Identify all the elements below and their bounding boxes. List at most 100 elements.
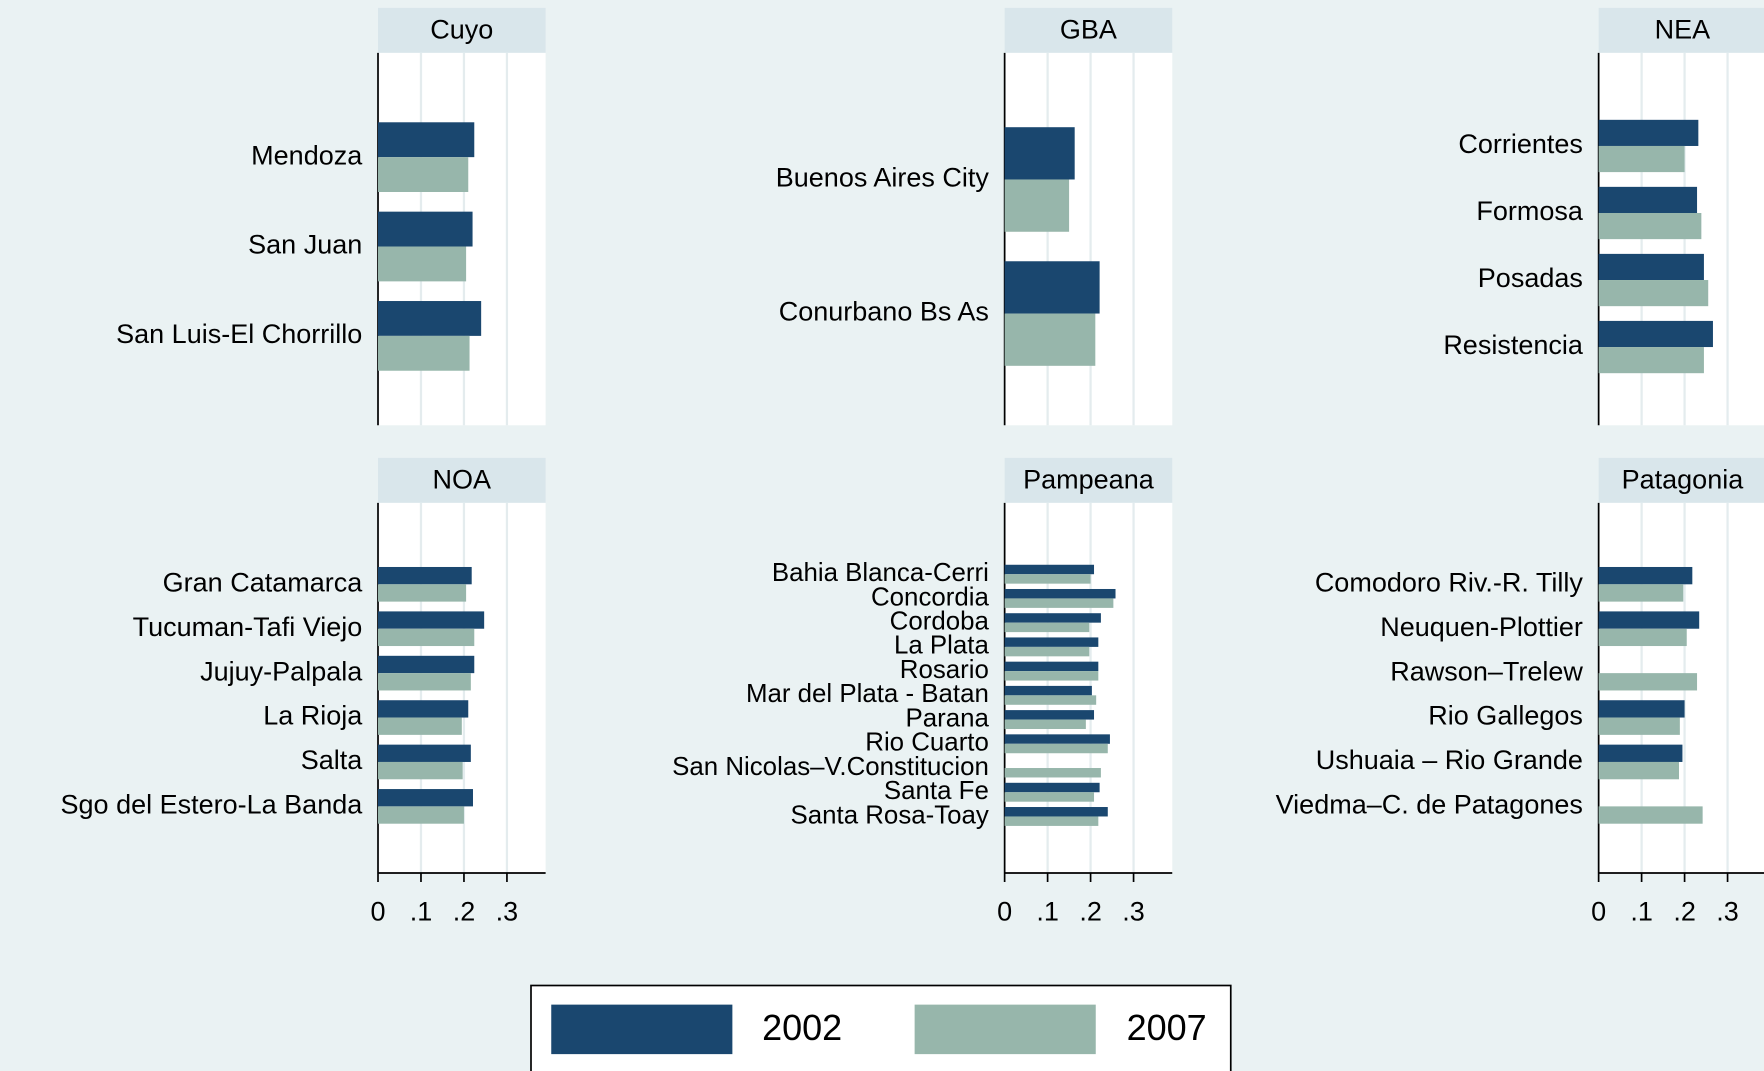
bar bbox=[1004, 574, 1091, 584]
y-tick-label: Comodoro Riv.-R. Tilly bbox=[1315, 567, 1584, 597]
bar bbox=[1004, 646, 1090, 657]
bar bbox=[1004, 671, 1099, 681]
bar bbox=[378, 246, 467, 282]
bar bbox=[378, 301, 482, 336]
bar bbox=[1004, 807, 1108, 817]
y-tick-label: Salta bbox=[301, 745, 364, 775]
panel-title: Cuyo bbox=[430, 15, 493, 45]
panel-title: NEA bbox=[1655, 15, 1711, 45]
y-tick-label: La Plata bbox=[894, 632, 990, 660]
bar bbox=[1598, 611, 1700, 629]
y-tick-label: Buenos Aires City bbox=[776, 163, 990, 193]
bar bbox=[1004, 710, 1095, 720]
bar bbox=[378, 584, 467, 602]
bar bbox=[378, 673, 471, 691]
bar bbox=[1598, 347, 1704, 374]
bar bbox=[1004, 313, 1096, 366]
bar bbox=[1004, 768, 1101, 778]
y-tick-label: Posadas bbox=[1478, 263, 1583, 293]
bar bbox=[1598, 280, 1709, 307]
bar bbox=[378, 717, 462, 735]
bar bbox=[378, 700, 469, 718]
y-tick-label: Formosa bbox=[1476, 196, 1584, 226]
y-tick-label: Bahia Blanca-Cerri bbox=[772, 559, 989, 587]
bar bbox=[1598, 744, 1683, 762]
x-tick-label: .1 bbox=[410, 897, 433, 927]
y-tick-label: Parana bbox=[905, 704, 989, 732]
y-tick-label: San Juan bbox=[248, 230, 362, 260]
y-tick-label: Mar del Plata - Batan bbox=[746, 680, 989, 708]
bar bbox=[1004, 734, 1110, 744]
legend-swatch bbox=[551, 1004, 733, 1055]
bar bbox=[1004, 598, 1114, 608]
panel-header bbox=[1598, 457, 1764, 503]
y-tick-label: Concordia bbox=[871, 583, 989, 611]
x-tick-label: .3 bbox=[1716, 897, 1739, 927]
panel-title: NOA bbox=[433, 465, 492, 495]
bar bbox=[378, 611, 485, 629]
bar bbox=[1598, 145, 1685, 173]
bar bbox=[378, 761, 463, 780]
bar bbox=[378, 122, 475, 158]
bar bbox=[1004, 637, 1099, 647]
y-tick-label: Resistencia bbox=[1443, 330, 1584, 360]
bar bbox=[378, 157, 469, 192]
bar bbox=[1598, 673, 1698, 691]
x-tick-label: 0 bbox=[370, 897, 385, 927]
bar bbox=[378, 211, 473, 247]
x-tick-label: .2 bbox=[1673, 897, 1696, 927]
y-tick-label: Corrientes bbox=[1458, 129, 1583, 159]
y-tick-label: La Rioja bbox=[263, 701, 363, 731]
y-tick-label: Sgo del Estero-La Banda bbox=[61, 790, 364, 820]
bar bbox=[378, 335, 470, 371]
panel-header bbox=[378, 7, 546, 53]
bar bbox=[1598, 253, 1704, 281]
panel-title: Patagonia bbox=[1622, 465, 1745, 495]
y-tick-label: Rio Gallegos bbox=[1428, 701, 1583, 731]
bar bbox=[1598, 119, 1699, 146]
legend-label: 2002 bbox=[762, 1007, 842, 1048]
panel-title: Pampeana bbox=[1023, 465, 1155, 495]
bar bbox=[1004, 613, 1101, 623]
bar bbox=[1004, 743, 1108, 754]
bar bbox=[1004, 685, 1092, 696]
panel-header bbox=[1004, 7, 1173, 53]
bar bbox=[1598, 717, 1680, 735]
x-tick-label: .3 bbox=[1122, 897, 1145, 927]
y-tick-label: Conurbano Bs As bbox=[779, 297, 989, 327]
y-tick-label: Tucuman-Tafi Viejo bbox=[133, 612, 363, 642]
bar bbox=[1598, 320, 1713, 348]
y-tick-label: Neuquen-Plottier bbox=[1380, 612, 1583, 642]
y-tick-label: Gran Catamarca bbox=[163, 567, 364, 597]
x-tick-label: 0 bbox=[997, 897, 1012, 927]
y-tick-label: Rawson–Trelew bbox=[1390, 656, 1583, 686]
legend-swatch bbox=[914, 1004, 1096, 1055]
legend-label: 2007 bbox=[1127, 1007, 1207, 1048]
bar bbox=[1004, 782, 1100, 793]
x-tick-label: .2 bbox=[453, 897, 476, 927]
bar bbox=[378, 744, 471, 762]
bar bbox=[1598, 212, 1702, 240]
y-tick-label: Cordoba bbox=[890, 607, 990, 635]
y-tick-label: Jujuy-Palpala bbox=[200, 656, 363, 686]
bar bbox=[1004, 719, 1086, 730]
panel-title: GBA bbox=[1060, 15, 1117, 45]
bar bbox=[1004, 622, 1090, 633]
bar bbox=[378, 628, 475, 647]
x-tick-label: 0 bbox=[1591, 897, 1606, 927]
bar bbox=[1004, 127, 1075, 180]
y-tick-label: Rosario bbox=[900, 656, 989, 684]
y-tick-label: Ushuaia – Rio Grande bbox=[1316, 745, 1583, 775]
bar bbox=[1004, 179, 1070, 232]
bar bbox=[1598, 186, 1698, 213]
bar bbox=[378, 655, 475, 674]
bar bbox=[378, 789, 473, 807]
bar bbox=[378, 566, 472, 585]
panel-header bbox=[1598, 7, 1764, 53]
y-tick-label: San Nicolas–V.Constitucion bbox=[672, 753, 989, 781]
bar bbox=[1598, 806, 1703, 824]
bar bbox=[1598, 761, 1679, 780]
plot-area bbox=[1004, 52, 1173, 426]
